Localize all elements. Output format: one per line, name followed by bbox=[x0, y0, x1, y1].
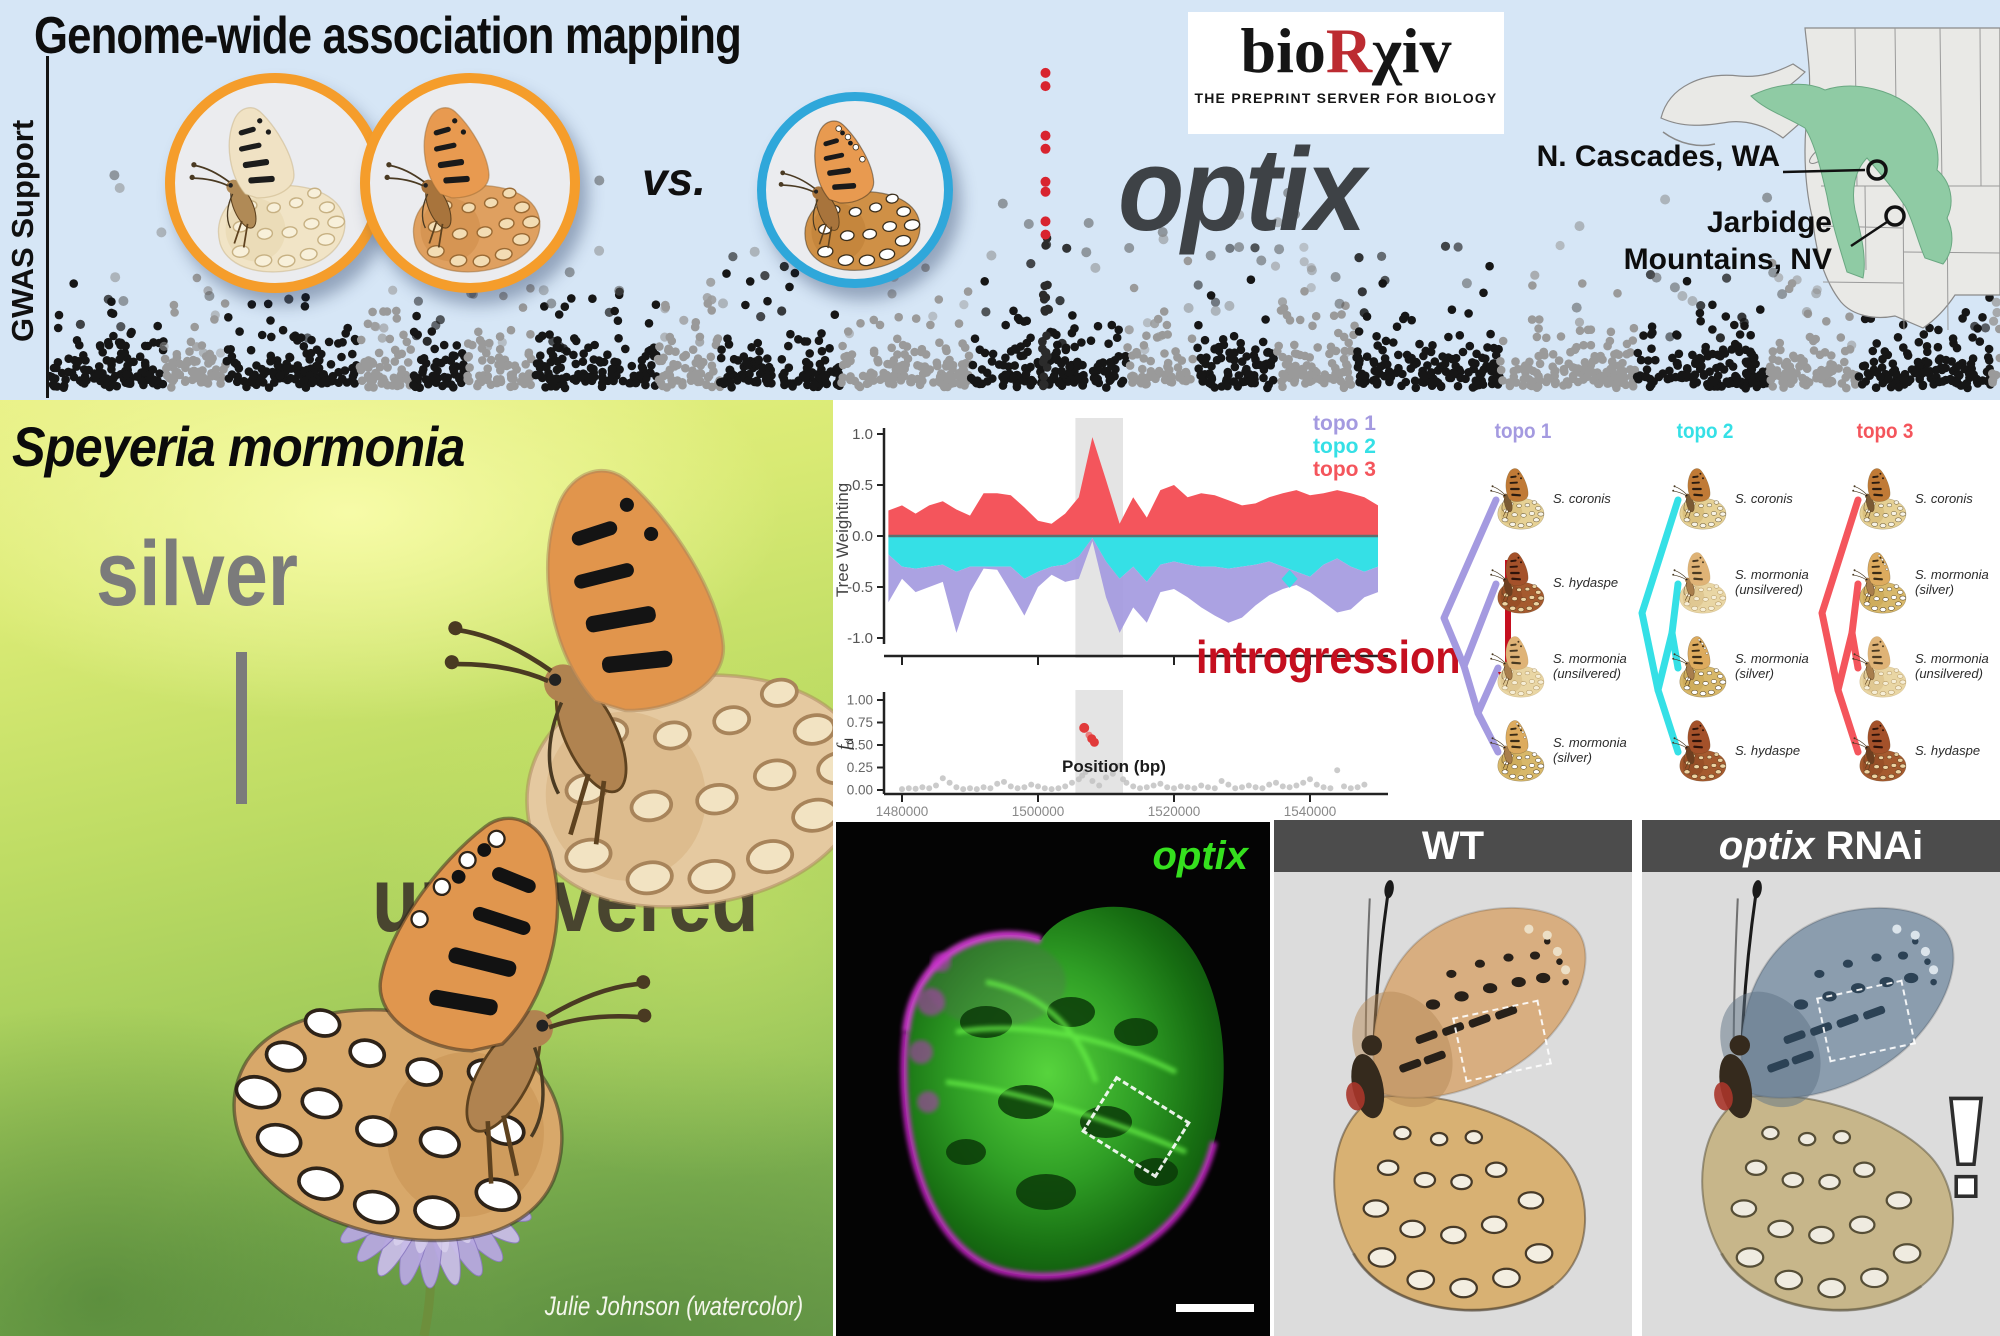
taxon-label: S. hydaspe bbox=[1553, 575, 1619, 590]
svg-text:1.00: 1.00 bbox=[847, 693, 873, 708]
topo-header: topo 2 bbox=[1676, 420, 1734, 443]
taxon-label: S. coronis bbox=[1553, 491, 1611, 506]
tree-weighting-chart: 1.0 0.5 0.0 -0.5 -1.0 Tree Weighting bbox=[833, 418, 1388, 665]
legend-item: topo 2 bbox=[1313, 435, 1376, 458]
svg-text:-1.0: -1.0 bbox=[847, 630, 873, 647]
svg-text:0.50: 0.50 bbox=[847, 738, 873, 753]
taxon-label: S. mormonia (unsilvered) bbox=[1915, 651, 1989, 681]
topology-legend: topo 1 topo 2 topo 3 bbox=[1298, 412, 1376, 481]
taxon-label: S. mormonia (unsilvered) bbox=[1553, 651, 1627, 681]
gwas-y-axis-label: GWAS Support bbox=[5, 119, 40, 343]
optix-expression-label: optix bbox=[1152, 834, 1248, 878]
wing-disc-image bbox=[900, 906, 1224, 1280]
svg-text:Tree Weighting: Tree Weighting bbox=[833, 483, 852, 597]
topo-header: topo 1 bbox=[1494, 420, 1552, 443]
silver-label: silver bbox=[96, 523, 298, 625]
svg-text:0.25: 0.25 bbox=[847, 760, 873, 775]
topology-trees bbox=[1440, 468, 1907, 782]
svg-text:1540000: 1540000 bbox=[1284, 804, 1337, 819]
svg-text:1520000: 1520000 bbox=[1148, 804, 1201, 819]
optix-expression-panel: optix bbox=[836, 822, 1270, 1336]
svg-text:0.75: 0.75 bbox=[847, 715, 873, 730]
svg-text:0.00: 0.00 bbox=[847, 783, 873, 798]
biorxiv-wordmark: bioRχiv bbox=[1240, 15, 1452, 86]
svg-text:0.5: 0.5 bbox=[852, 477, 873, 494]
taxon-label: S. mormonia (unsilvered) bbox=[1735, 567, 1809, 597]
introgression-label: introgression bbox=[1196, 631, 1461, 683]
wt-panel bbox=[1274, 872, 1632, 1336]
taxon-label: S. coronis bbox=[1735, 491, 1793, 506]
svg-text:fd: fd bbox=[834, 738, 856, 750]
map-label-cascades: N. Cascades, WA bbox=[1536, 140, 1780, 173]
topo-header: topo 3 bbox=[1856, 420, 1914, 443]
svg-text:0.0: 0.0 bbox=[852, 528, 873, 545]
butterfly-circle-silvered bbox=[757, 92, 953, 288]
taxon-label: S. hydaspe bbox=[1915, 743, 1981, 758]
svg-text:-0.5: -0.5 bbox=[847, 579, 873, 596]
rnai-header: optix RNAi bbox=[1642, 820, 2000, 872]
watercolor-panel: Speyeria mormonia silver unsilvered Juli… bbox=[0, 400, 833, 1336]
scale-bar bbox=[1176, 1304, 1254, 1312]
biorxiv-logo: bioRχiv THE PREPRINT SERVER FOR BIOLOGY bbox=[1188, 12, 1504, 134]
artist-credit: Julie Johnson (watercolor) bbox=[544, 1291, 803, 1321]
x-axis-label: Position (bp) bbox=[1062, 757, 1166, 776]
taxon-label: S. coronis bbox=[1915, 491, 1973, 506]
exclamation-icon bbox=[1948, 1096, 1984, 1199]
butterfly-unsilvered-pale bbox=[189, 107, 346, 273]
rnai-butterfly bbox=[1701, 880, 1955, 1312]
taxon-label: S. mormonia (silver) bbox=[1915, 567, 1989, 597]
vs-label: vs. bbox=[642, 153, 706, 205]
svg-text:1.0: 1.0 bbox=[852, 426, 873, 443]
taxon-label: S. mormonia (silver) bbox=[1735, 651, 1809, 681]
biorxiv-tagline: THE PREPRINT SERVER FOR BIOLOGY bbox=[1194, 90, 1498, 106]
watercolor-illustration bbox=[232, 469, 833, 1336]
range-map bbox=[1660, 27, 2000, 331]
manhattan-plot bbox=[48, 67, 2000, 393]
gwas-y-axis-line bbox=[46, 56, 49, 398]
banner-title: Genome-wide association mapping bbox=[34, 7, 742, 65]
optix-gene-headline: optix bbox=[1118, 124, 1366, 256]
butterfly-circle-unsilvered-orange bbox=[360, 73, 580, 293]
map-label-jarbidge-line1: Jarbidge bbox=[1706, 206, 1832, 239]
legend-item: topo 3 bbox=[1313, 458, 1376, 481]
gwas-banner: Genome-wide association mapping GWAS Sup… bbox=[0, 0, 2000, 400]
svg-text:1500000: 1500000 bbox=[1012, 804, 1065, 819]
map-label-jarbidge-line2: Mountains, NV bbox=[1623, 243, 1832, 276]
taxon-label: S. mormonia (silver) bbox=[1553, 735, 1627, 765]
wt-header: WT bbox=[1274, 820, 1632, 872]
svg-text:1480000: 1480000 bbox=[876, 804, 929, 819]
legend-item: topo 1 bbox=[1313, 412, 1376, 435]
wt-butterfly bbox=[1333, 880, 1587, 1312]
butterfly-unsilvered-orange bbox=[384, 107, 541, 273]
butterfly-silvered bbox=[778, 120, 921, 271]
taxon-label: S. hydaspe bbox=[1735, 743, 1801, 758]
rnai-panel bbox=[1642, 872, 2000, 1336]
species-title: Speyeria mormonia bbox=[12, 415, 465, 478]
butterfly-circle-unsilvered-pale bbox=[165, 73, 385, 293]
silver-pointer-line bbox=[236, 652, 247, 804]
